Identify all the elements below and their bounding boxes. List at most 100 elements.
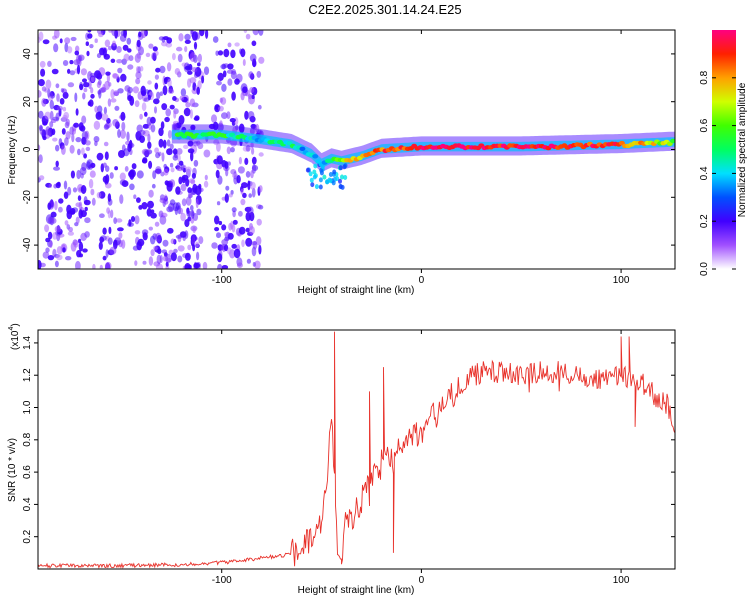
noise-cell (176, 148, 183, 155)
noise-cell (152, 170, 157, 180)
noise-cell (159, 255, 163, 263)
noise-cell (138, 46, 144, 56)
noise-cell (94, 70, 101, 79)
noise-cell (191, 67, 198, 73)
noise-cell (187, 148, 195, 154)
snr-series-line (38, 331, 675, 569)
noise-cell (53, 30, 60, 39)
ridge-scatter-cell (328, 172, 333, 177)
noise-cell (170, 167, 175, 173)
noise-cell (159, 91, 163, 96)
noise-cell (62, 106, 67, 112)
noise-cell (91, 197, 96, 206)
noise-cell (67, 82, 75, 88)
noise-cell (191, 31, 198, 41)
noise-cell (116, 46, 122, 53)
noise-cell (227, 63, 234, 70)
noise-cell (83, 87, 88, 93)
noise-cell (204, 174, 208, 181)
noise-cell (184, 230, 189, 239)
noise-cell (147, 141, 152, 149)
noise-cell (256, 70, 262, 78)
noise-cell (159, 194, 165, 201)
noise-cell (247, 206, 254, 215)
noise-cell (38, 90, 42, 98)
noise-cell (44, 224, 50, 233)
noise-cell (244, 157, 249, 165)
noise-cell (185, 252, 191, 261)
noise-cell (85, 146, 91, 152)
noise-cell (159, 215, 167, 225)
noise-cell (112, 73, 118, 78)
noise-cell (199, 30, 205, 37)
noise-cell (169, 143, 174, 150)
noise-cell (74, 92, 78, 103)
noise-cell (147, 80, 152, 85)
ridge-scatter-cell (335, 176, 340, 182)
noise-cell (185, 166, 192, 174)
ridge-scatter-cell (338, 184, 343, 189)
noise-cell (240, 48, 246, 58)
noise-cell (141, 90, 147, 97)
noise-cell (38, 260, 42, 269)
noise-cell (251, 163, 257, 174)
noise-cell (165, 108, 171, 117)
noise-cell (172, 154, 178, 161)
snr-ytick-label: 0.4 (22, 497, 33, 511)
noise-cell (87, 33, 93, 39)
noise-cell (127, 222, 134, 228)
noise-cell (197, 62, 201, 67)
noise-cell (177, 53, 183, 63)
noise-cell (47, 202, 52, 210)
noise-cell (106, 207, 110, 214)
noise-cell (63, 111, 70, 120)
noise-cell (56, 254, 63, 261)
ridge-scatter-cell (313, 163, 318, 169)
spectrogram-ytick-label: -40 (22, 237, 33, 252)
noise-cell (51, 128, 56, 136)
noise-cell (44, 111, 51, 120)
noise-cell (197, 142, 204, 150)
noise-cell (236, 262, 243, 269)
noise-cell (160, 121, 165, 130)
noise-cell (88, 164, 93, 170)
noise-cell (141, 202, 148, 210)
ridge-scatter-cell (312, 174, 317, 180)
noise-cell (102, 227, 107, 235)
noise-cell (111, 30, 117, 36)
noise-cell (78, 241, 84, 252)
noise-cell (195, 198, 199, 209)
noise-cell (117, 67, 123, 74)
noise-cell (205, 30, 209, 39)
noise-cell (137, 238, 145, 247)
ridge-scatter-cell (318, 177, 323, 183)
noise-cell (221, 224, 227, 231)
noise-cell (75, 137, 82, 143)
colorbar-tick-label: 0.6 (699, 118, 710, 132)
noise-cell (96, 192, 102, 199)
noise-cell (221, 83, 227, 92)
snr-multiplier-close: ) (10, 323, 21, 326)
noise-cell (161, 103, 168, 111)
noise-cell (83, 153, 87, 159)
noise-cell (155, 152, 161, 159)
noise-cell (82, 248, 88, 253)
noise-cell (99, 213, 105, 218)
noise-cell (42, 39, 50, 45)
noise-cell (245, 227, 250, 233)
noise-cell (49, 240, 53, 248)
noise-cell (105, 71, 111, 76)
noise-cell (246, 258, 251, 264)
noise-cell (62, 60, 69, 66)
noise-cell (87, 101, 92, 106)
noise-cell (52, 137, 58, 142)
noise-cell (80, 125, 86, 132)
noise-cell (133, 194, 137, 199)
ridge-scatter-cell (305, 167, 310, 173)
noise-cell (102, 47, 107, 58)
noise-cell (238, 156, 242, 165)
noise-cell (64, 37, 71, 44)
noise-cell (194, 72, 199, 79)
noise-cell (118, 150, 125, 158)
noise-cell (180, 183, 187, 192)
